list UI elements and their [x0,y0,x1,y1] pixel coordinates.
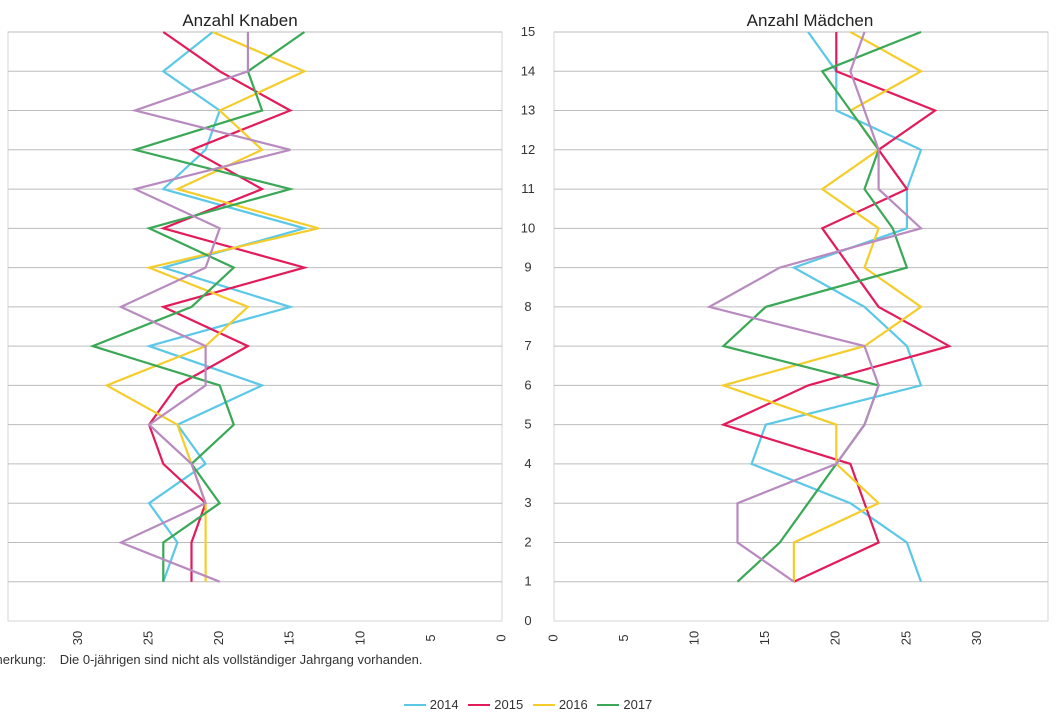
chart-note: Anmerkung: Die 0-jährigen sind nicht als… [0,652,423,667]
right-gridlines [554,31,1048,583]
left-series-2017 [89,31,306,582]
left-value-tick-label: 30 [70,631,85,645]
right-plot-area [553,31,1049,622]
age-tick-label: 12 [521,142,535,157]
legend-swatch [597,703,620,706]
left-value-ticks: 30 25 20 15 10 5 0 [70,631,508,645]
note-label: Anmerkung: [0,652,47,667]
right-title: Anzahl Mädchen [747,11,874,30]
right-panel: Anzahl Mädchen 0 5 10 15 20 25 30 [545,11,1049,645]
legend-item-2017: 2017 [597,697,652,712]
right-value-tick-label: 15 [757,631,772,645]
right-series-2015 [720,32,953,583]
age-tick-label: 7 [524,338,531,353]
age-tick-label: 1 [524,574,531,589]
legend-item-2016: 2016 [532,697,588,712]
left-value-tick-label: 5 [423,634,438,641]
left-value-tick-label: 10 [352,631,367,645]
age-tick-label: 11 [521,181,535,196]
legend-swatch [403,703,426,706]
legend-label: 2016 [558,697,588,712]
age-tick-label: 8 [524,299,531,314]
legend-item-2014: 2014 [403,697,459,712]
right-value-tick-label: 25 [898,631,913,645]
note-text: Die 0-jährigen sind nicht als vollständi… [59,652,423,667]
legend-swatch [532,703,555,706]
right-series-group [706,30,953,583]
age-tick-label: 6 [524,377,531,392]
left-value-tick-label: 15 [282,631,297,645]
right-value-tick-label: 30 [969,631,984,645]
right-series-2018 [706,31,924,583]
legend-swatch [468,703,491,706]
right-series-2017 [721,30,922,583]
left-value-tick-label: 0 [493,634,508,641]
left-plot-area [7,31,503,622]
left-series-2018 [118,32,291,583]
left-series-group [89,30,319,583]
legend: 2014 2015 2016 2017 [0,697,1056,712]
age-tick-label: 9 [524,260,531,275]
age-tick-label: 0 [524,613,531,628]
legend-label: 2014 [429,697,459,712]
right-value-tick-label: 5 [616,634,631,641]
left-value-tick-label: 20 [211,631,226,645]
age-tick-label: 15 [521,24,535,39]
age-tick-label: 14 [521,63,535,78]
right-value-tick-label: 20 [828,631,843,645]
age-tick-label: 4 [524,456,531,471]
legend-item-2015: 2015 [468,697,523,712]
age-tick-label: 3 [524,495,531,510]
legend-label: 2015 [494,697,524,712]
left-title: Anzahl Knaben [182,11,297,30]
right-value-tick-label: 10 [687,631,702,645]
age-tick-label: 13 [521,103,535,118]
right-value-ticks: 0 5 10 15 20 25 30 [545,631,983,645]
age-tick-label: 2 [524,534,531,549]
age-tick-label: 10 [521,220,535,235]
right-value-tick-label: 0 [545,634,560,641]
left-series-2014 [145,31,309,583]
left-panel: Anzahl Knaben 30 25 20 15 10 5 0 [7,11,508,645]
legend-label: 2017 [623,697,653,712]
left-gridlines [8,31,502,583]
left-value-tick-label: 25 [141,631,156,645]
age-tick-label: 5 [524,417,531,432]
left-series-2015 [147,31,309,582]
